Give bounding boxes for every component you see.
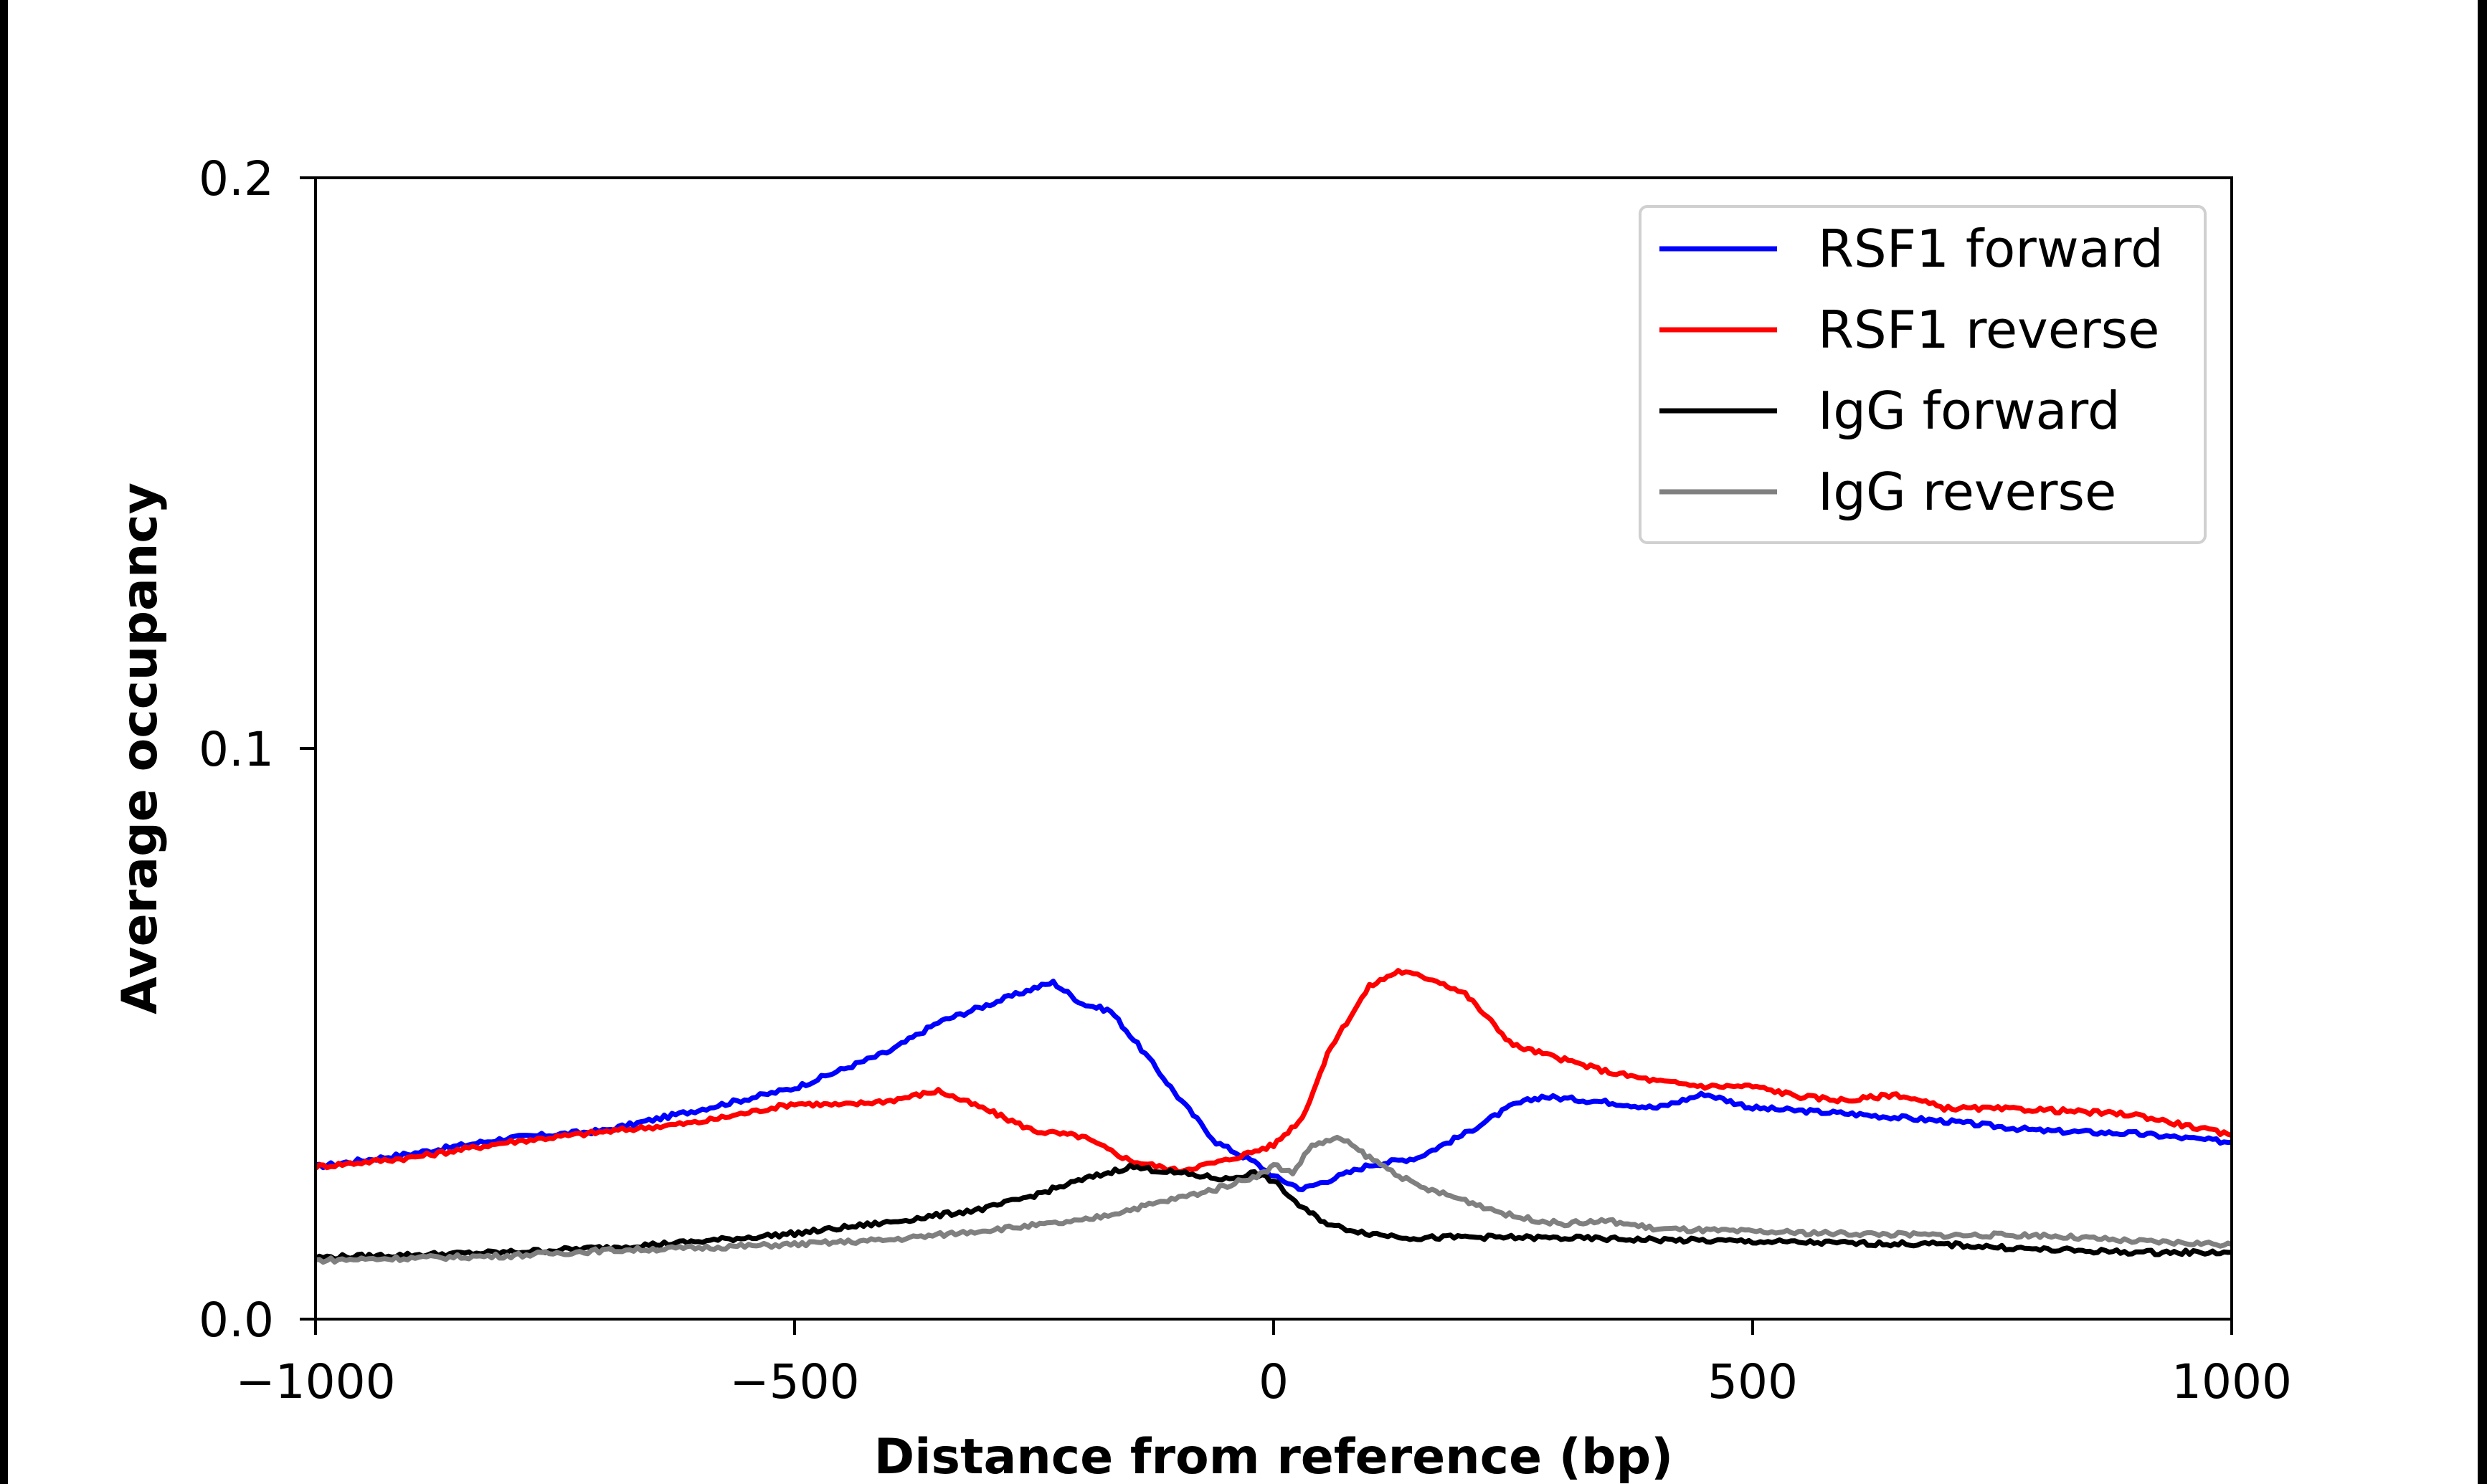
left-edge-bar [0, 0, 8, 1484]
series-line-0 [315, 979, 2232, 1192]
y-axis-label: Average occupancy [112, 482, 169, 1014]
y-tick-label: 0.1 [199, 722, 274, 777]
x-tick-label: −1000 [235, 1354, 395, 1409]
legend-box [1639, 205, 2207, 544]
series-line-1 [313, 968, 2233, 1174]
legend-label: RSF1 forward [1818, 219, 2164, 279]
x-tick-label: 0 [1259, 1354, 1289, 1409]
series-line-2 [314, 1162, 2232, 1262]
right-edge-bar [2478, 0, 2487, 1484]
x-axis-label: Distance from reference (bp) [874, 1429, 1674, 1484]
legend: RSF1 forward RSF1 reverse IgG forward IgG r… [1639, 205, 2207, 544]
legend-label: IgG reverse [1818, 462, 2116, 522]
legend-label: IgG forward [1818, 381, 2121, 441]
x-axis-ticks: −1000 −500 0 500 1000 [235, 1319, 2292, 1409]
legend-entry: RSF1 reverse [1659, 300, 2159, 360]
series-layer [313, 968, 2233, 1265]
legend-entry: IgG forward [1659, 381, 2121, 441]
x-tick-label: 1000 [2171, 1354, 2292, 1409]
x-tick-label: −500 [729, 1354, 859, 1409]
x-tick-label: 500 [1707, 1354, 1798, 1409]
y-axis-ticks: 0.0 0.1 0.2 [199, 151, 316, 1348]
legend-label: RSF1 reverse [1818, 300, 2159, 360]
y-tick-label: 0.0 [199, 1293, 274, 1348]
legend-entry: RSF1 forward [1659, 219, 2164, 279]
series-line-3 [315, 1134, 2233, 1265]
legend-entry: IgG reverse [1659, 462, 2116, 522]
y-tick-label: 0.2 [199, 151, 274, 206]
